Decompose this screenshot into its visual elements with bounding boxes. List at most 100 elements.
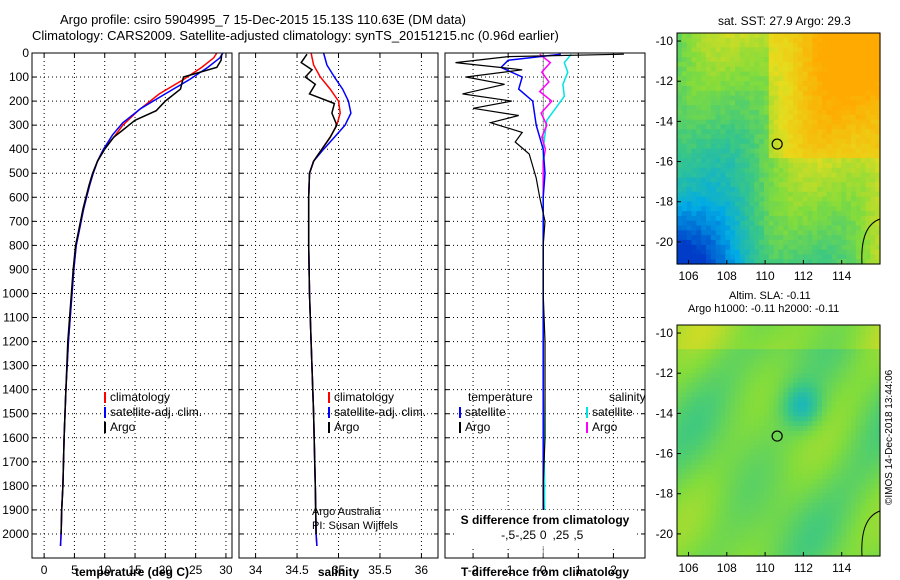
sst-map-cell [681,254,688,260]
sla-map-cell [836,522,842,528]
sst-map-cell [783,206,789,212]
sst-map-cell [797,196,804,202]
sla-map-cell [802,536,809,543]
sst-map-cell [739,215,746,222]
sst-map-cell [783,177,789,183]
sla-map-cell [860,416,867,422]
sst-map-cell [822,124,828,130]
sla-map-cell [802,406,809,413]
sst-map-cell [788,254,794,260]
sla-map-cell [715,498,722,504]
sst-map-cell [730,100,736,106]
sla-map-cell [744,479,751,485]
sst-map-cell [725,220,731,227]
sla-map-cell [749,382,755,389]
sla-map-cell [725,493,731,499]
sla-map-cell [822,488,828,494]
sla-map-cell [865,512,871,519]
sst-map-cell [701,158,707,164]
sla-map-cell [754,339,760,345]
diff-temp-satellite-line [499,53,561,534]
sla-map-cell [826,325,833,331]
sla-map-cell [759,406,765,413]
sla-map-cell [826,373,833,379]
sst-map-cell [865,191,871,198]
sst-map-cell [715,201,722,207]
sst-map-cell [841,33,847,39]
sla-map-cell [812,421,818,427]
sst-map-cell [870,249,876,255]
sla-map-cell [696,454,702,461]
sst-map-cell [759,206,765,212]
sla-map-cell [855,479,862,485]
sst-map-cell [793,254,799,260]
sla-map-cell [759,353,765,360]
sst-map-cell [725,162,731,169]
sla-map-cell [851,430,857,437]
sst-map-cell [793,105,799,111]
sst-map-cell [875,220,881,227]
sla-map-cell [802,397,809,403]
sst-map-cell [739,105,746,111]
sla-map-cell [788,382,794,389]
sla-map-cell [797,445,804,451]
sla-map-cell [797,440,804,446]
sla-map-cell [855,416,862,422]
sst-map-cell [788,95,794,101]
sla-map-cell [875,339,881,345]
sla-map-cell [681,440,688,446]
sla-map-cell [822,402,828,408]
sst-map-cell [778,57,784,63]
sla-map-cell [739,464,746,470]
sla-map-cell [749,435,755,442]
sst-map-cell [802,71,809,77]
sst-map-cell [855,100,862,106]
sla-map-cell [812,445,818,451]
temp-climatology-line [59,52,218,547]
sla-map-cell [710,479,717,485]
sla-map-cell [710,517,717,523]
sst-map-cell [768,254,775,260]
sst-map-cell [730,235,736,241]
sst-map-cell [701,114,707,121]
sst-map-cell [681,182,688,188]
sst-map-cell [865,244,871,251]
sst-map-cell [831,100,838,106]
sla-map-cell [793,474,799,480]
sla-map-cell [715,522,722,528]
sst-map-cell [735,57,741,63]
sst-map-cell [836,90,842,97]
sla-map-cell [710,527,717,533]
sla-map-cell [836,334,842,340]
sst-map-cell [710,220,717,227]
sst-map-cell [836,37,842,44]
sla-map-cell [686,450,693,456]
sst-map-cell [793,85,799,92]
sst-map-cell [677,138,683,145]
sla-map-cell [778,522,784,528]
sst-map-cell [802,235,809,241]
sla-map-cell [759,483,765,490]
sla-map-cell [865,377,871,384]
sla-map-cell [744,411,751,417]
sla-map-cell [802,358,809,365]
sla-map-cell [826,541,833,547]
sla-map-cell [677,329,683,336]
sla-map-cell [735,411,741,417]
sst-map-cell [797,206,804,212]
sst-map-cell [768,244,775,251]
sst-map-cell [681,114,688,121]
sst-map-cell [735,182,741,188]
sla-map-cell [773,527,780,533]
sla-map-cell [778,329,784,336]
sla-map-cell [788,531,794,538]
diff-sal-argo-line [538,53,553,198]
sst-map-cell [870,225,876,231]
sla-map-cell [797,392,804,398]
sst-map-cell [778,95,784,101]
sst-map-cell [710,95,717,101]
sla-map-cell [764,459,770,466]
sla-map-cell [706,344,712,350]
sst-map-cell [720,134,726,140]
sst-map-cell [710,172,717,178]
